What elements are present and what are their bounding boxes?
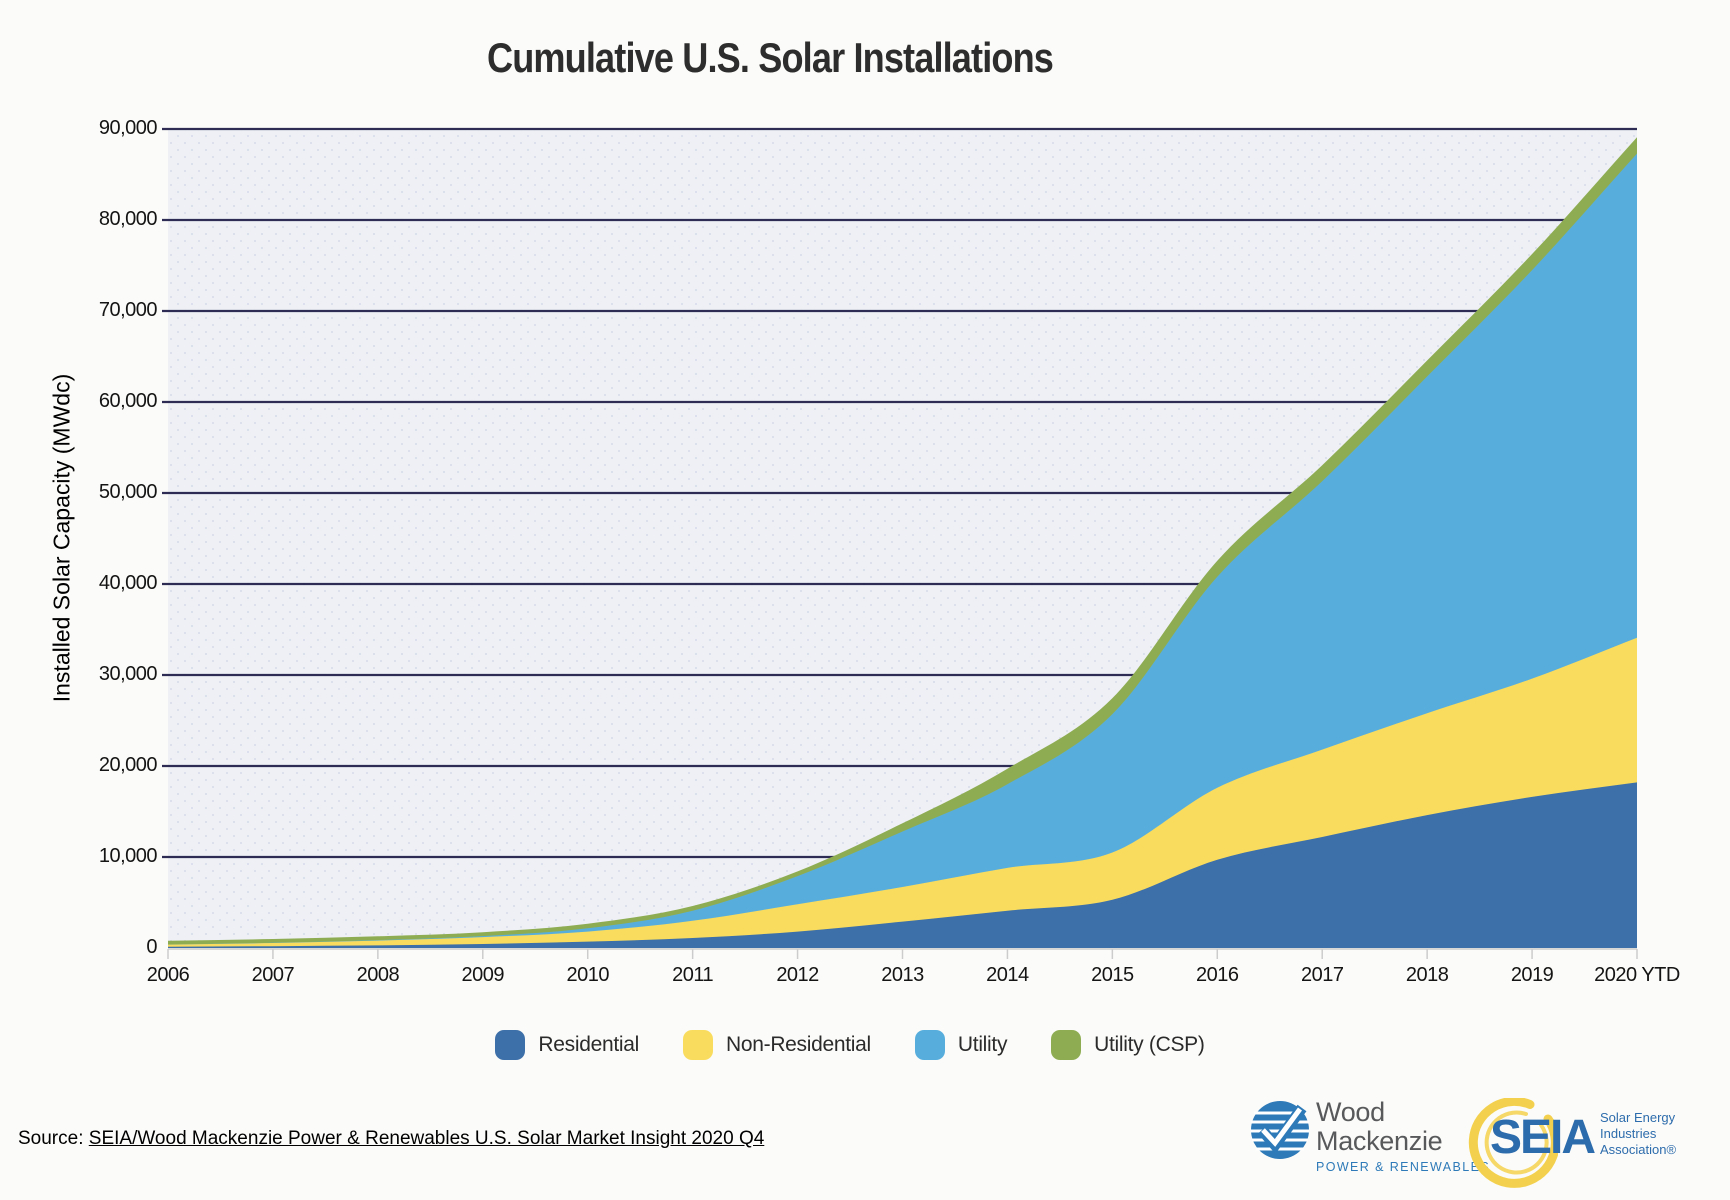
x-tick-label: 2008	[356, 964, 400, 986]
wood-mackenzie-globe-icon	[1251, 1101, 1309, 1159]
seia-sun-swirl-icon	[1468, 1098, 1558, 1188]
seia-name-line-3: Association®	[1600, 1142, 1677, 1157]
legend-label: Non-Residential	[726, 1033, 871, 1056]
y-tick-label: 60,000	[98, 390, 158, 412]
seia-logo: SEIA Solar Energy Industries Association…	[1468, 1098, 1718, 1188]
x-tick-label: 2011	[672, 964, 714, 986]
x-tick-label: 2010	[566, 964, 609, 986]
x-tick-label: 2015	[1091, 964, 1134, 986]
y-tick-label: 50,000	[98, 481, 158, 503]
x-tick-label: 2013	[881, 964, 924, 986]
x-tick-label: 2007	[251, 964, 295, 986]
y-tick-label: 10,000	[98, 845, 158, 867]
x-tick-label: 2018	[1405, 964, 1449, 986]
seia-wordmark: SEIA	[1490, 1111, 1596, 1164]
y-tick-label: 0	[146, 936, 157, 958]
seia-name-line-1: Solar Energy	[1600, 1110, 1676, 1125]
x-tick-label: 2016	[1196, 964, 1239, 986]
legend-swatch-icon	[683, 1030, 713, 1060]
x-tick-label: 2009	[461, 964, 505, 986]
y-tick-label: 80,000	[98, 208, 158, 230]
wm-word-1: Wood	[1316, 1097, 1385, 1127]
legend-item: Non-Residential	[683, 1030, 871, 1060]
x-tick-label: 2017	[1300, 964, 1344, 986]
source-link[interactable]: SEIA/Wood Mackenzie Power & Renewables U…	[88, 1128, 765, 1149]
wm-word-2: Mackenzie	[1316, 1126, 1443, 1156]
stacked-area-chart	[162, 127, 1638, 959]
legend-swatch-icon	[1051, 1030, 1082, 1060]
source-note: Source: SEIA/Wood Mackenzie Power & Rene…	[18, 1128, 764, 1150]
source-prefix: Source:	[18, 1128, 89, 1149]
x-tick-label: 2020 YTD	[1594, 964, 1680, 986]
y-tick-label: 30,000	[98, 663, 158, 685]
y-tick-label: 90,000	[98, 117, 158, 139]
x-tick-label: 2012	[776, 964, 819, 986]
wood-mackenzie-tagline: POWER & RENEWABLES	[1316, 1160, 1491, 1174]
legend-swatch-icon	[914, 1030, 945, 1060]
wood-mackenzie-logo: Wood Mackenzie POWER & RENEWABLES	[1250, 1096, 1489, 1180]
legend-item: Utility (CSP)	[1051, 1030, 1205, 1060]
legend-label: Utility (CSP)	[1094, 1033, 1205, 1056]
chart-title: Cumulative U.S. Solar Installations	[486, 34, 1054, 81]
wood-mackenzie-wordmark: Wood Mackenzie	[1316, 1097, 1443, 1156]
legend-item: Utility	[914, 1030, 1008, 1060]
y-tick-label: 40,000	[98, 572, 158, 594]
legend-label: Residential	[538, 1033, 639, 1056]
y-tick-label: 20,000	[98, 754, 158, 776]
y-tick-label: 70,000	[98, 299, 158, 321]
seia-name-line-2: Industries	[1600, 1126, 1657, 1141]
seia-full-name: Solar Energy Industries Association®	[1600, 1110, 1676, 1158]
chart-legend: Residential Non-Residential Utility Utility…	[0, 1030, 1700, 1060]
x-tick-label: 2019	[1510, 964, 1554, 986]
legend-item: Residential	[495, 1030, 639, 1060]
legend-swatch-icon	[495, 1030, 526, 1060]
area-residential	[168, 782, 1637, 948]
area-utility	[168, 153, 1637, 949]
x-tick-label: 2014	[986, 964, 1029, 986]
x-tick-label: 2006	[146, 964, 190, 986]
legend-label: Utility	[957, 1033, 1008, 1056]
